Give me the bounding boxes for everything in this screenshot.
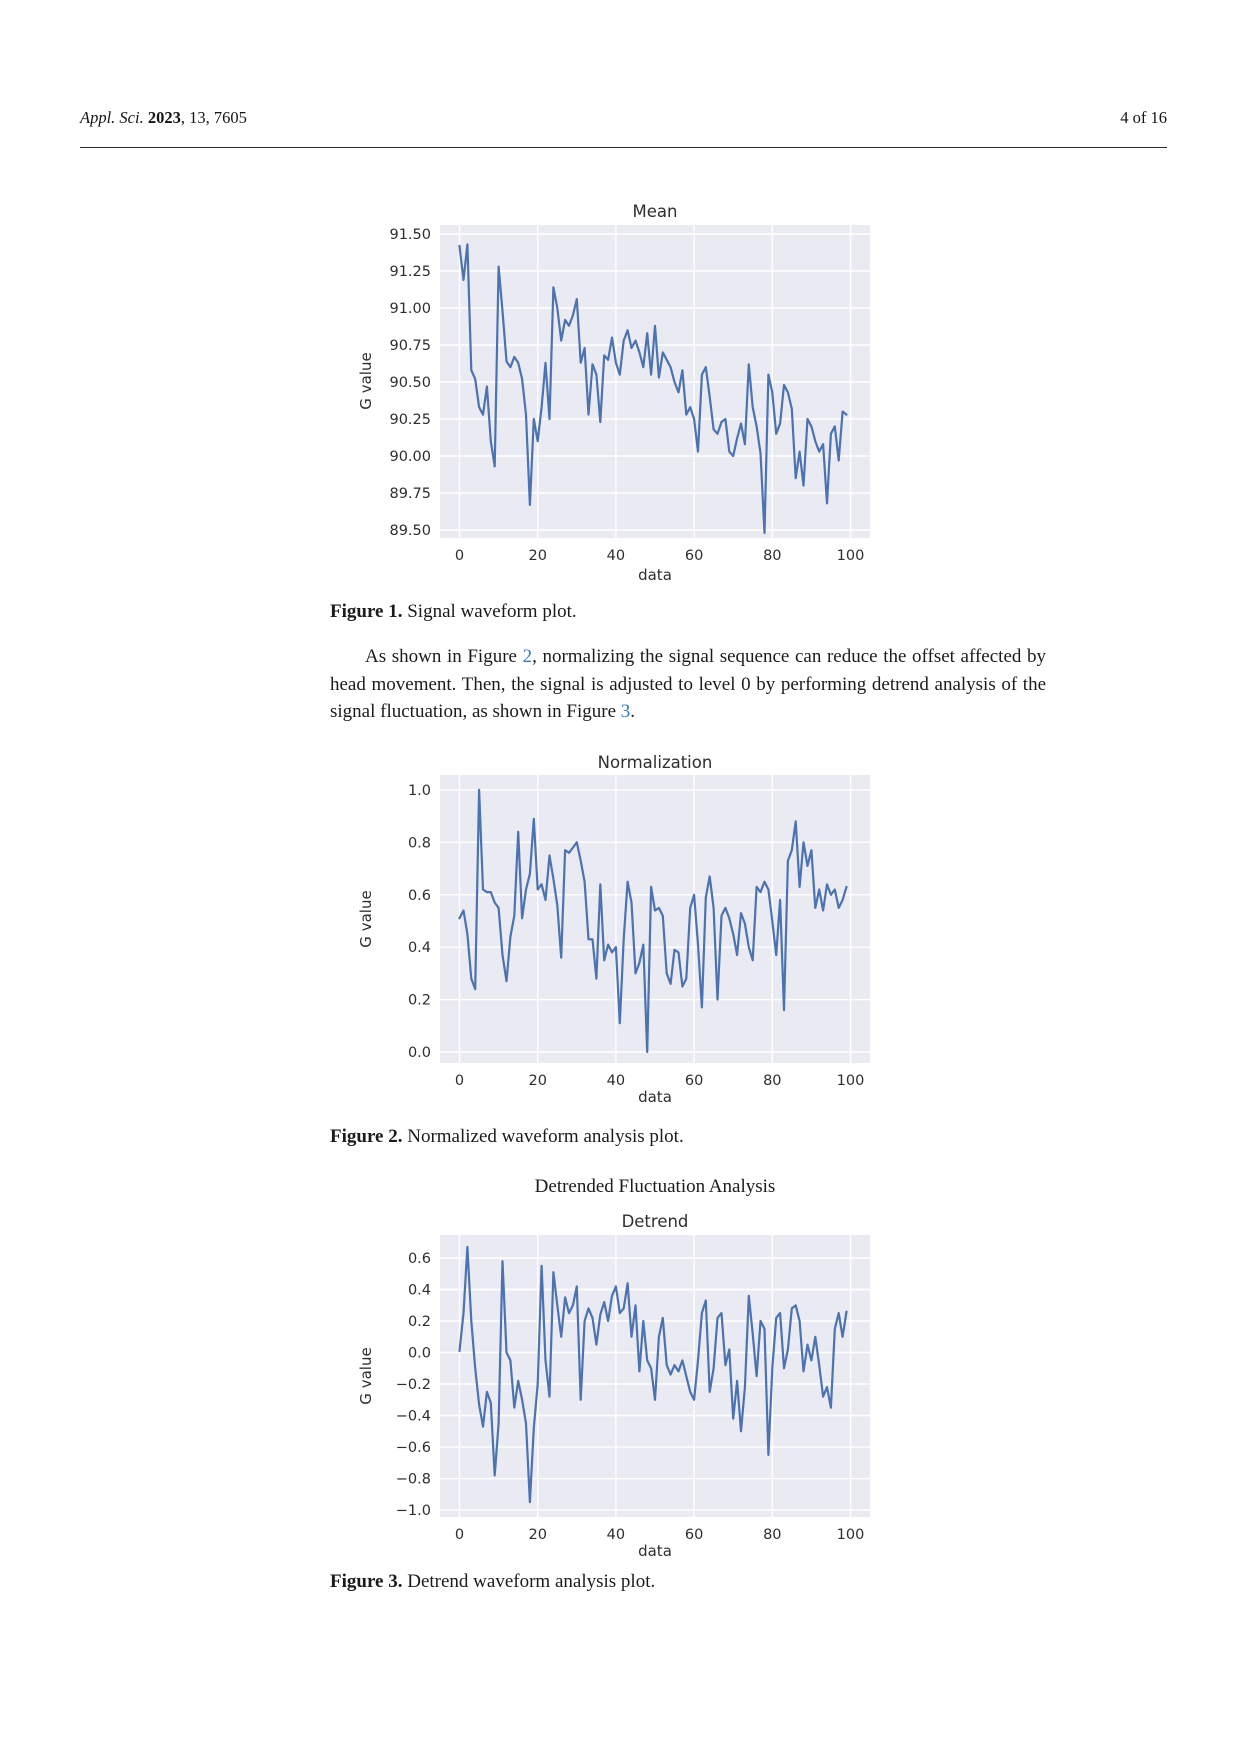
svg-text:80: 80 <box>763 1527 781 1543</box>
figure1-caption: Figure 1. Signal waveform plot. <box>330 601 577 623</box>
svg-text:40: 40 <box>607 1073 625 1089</box>
header-divider <box>80 147 1167 148</box>
page-number: 4 of 16 <box>1120 108 1167 127</box>
svg-text:91.25: 91.25 <box>389 264 431 280</box>
svg-text:0.4: 0.4 <box>408 940 431 956</box>
svg-text:0: 0 <box>455 1073 464 1089</box>
figure3-caption-label: Figure 3. <box>330 1571 403 1592</box>
paragraph-text: , normalizing the signal sequence can re… <box>330 646 1046 723</box>
journal-issue: , 13, 7605 <box>180 108 247 127</box>
figure1-chart-title: Mean <box>632 202 678 221</box>
figure2-y-axis-label: G value <box>357 890 375 948</box>
svg-text:0.0: 0.0 <box>408 1045 431 1061</box>
svg-text:0.2: 0.2 <box>408 1314 431 1330</box>
svg-text:0.4: 0.4 <box>408 1283 431 1299</box>
figure2-reference-link[interactable]: 2 <box>522 646 533 667</box>
svg-text:90.50: 90.50 <box>389 375 431 391</box>
figure2-caption-label: Figure 2. <box>330 1126 403 1147</box>
figure3-caption: Figure 3. Detrend waveform analysis plot… <box>330 1571 655 1593</box>
svg-text:−0.2: −0.2 <box>396 1377 431 1393</box>
svg-text:0.8: 0.8 <box>408 835 431 851</box>
svg-text:−1.0: −1.0 <box>396 1503 431 1519</box>
figure3-y-axis-label: G value <box>357 1347 375 1405</box>
svg-text:100: 100 <box>837 1073 865 1089</box>
svg-text:0.2: 0.2 <box>408 993 431 1009</box>
figure3-line-chart: 0.6 0.4 0.2 0.0 −0.2 −0.4 −0.6 −0.8 −1.0 0 20 40 60 8… <box>396 1235 870 1543</box>
svg-text:40: 40 <box>607 1527 625 1543</box>
figure3-caption-text: Detrend waveform analysis plot. <box>402 1571 656 1592</box>
svg-text:−0.6: −0.6 <box>396 1440 431 1456</box>
figure3-x-axis-label: data <box>638 1542 672 1560</box>
svg-text:20: 20 <box>528 1527 546 1543</box>
figure2-x-axis-label: data <box>638 1088 672 1106</box>
svg-text:40: 40 <box>607 548 625 564</box>
page-header: 4 of 16 Appl. Sci. 2023, 13, 7605 <box>80 108 1167 128</box>
svg-text:−0.4: −0.4 <box>396 1409 431 1425</box>
figure1-y-axis-label: G value <box>357 352 375 410</box>
svg-text:60: 60 <box>685 1073 703 1089</box>
svg-text:60: 60 <box>685 548 703 564</box>
figure2-caption: Figure 2. Normalized waveform analysis p… <box>330 1126 684 1148</box>
figure1-line-chart: 91.50 91.25 91.00 90.75 90.50 90.25 90.00 89.75… <box>389 225 870 564</box>
svg-text:89.75: 89.75 <box>389 486 431 502</box>
svg-text:60: 60 <box>685 1527 703 1543</box>
journal-title: Appl. Sci. <box>80 108 144 127</box>
svg-text:0.0: 0.0 <box>408 1346 431 1362</box>
figure2-line-chart: 1.0 0.8 0.6 0.4 0.2 0.0 0 20 40 60 80 100 <box>408 775 870 1089</box>
svg-text:0.6: 0.6 <box>408 1251 431 1267</box>
svg-text:100: 100 <box>837 548 865 564</box>
journal-reference: Appl. Sci. 2023, 13, 7605 <box>80 108 247 127</box>
svg-text:1.0: 1.0 <box>408 783 431 799</box>
paragraph-text: . <box>630 701 636 723</box>
svg-text:89.50: 89.50 <box>389 523 431 539</box>
svg-text:90.75: 90.75 <box>389 338 431 354</box>
figure3-reference-link[interactable]: 3 <box>620 701 631 723</box>
svg-text:0.6: 0.6 <box>408 888 431 904</box>
figure1-x-axis-label: data <box>638 566 672 584</box>
svg-text:0: 0 <box>455 1527 464 1543</box>
body-paragraph: As shown in Figure 2, normalizing the si… <box>330 643 1046 726</box>
paragraph-text: As shown in Figure <box>365 646 523 667</box>
svg-text:80: 80 <box>763 1073 781 1089</box>
svg-text:90.25: 90.25 <box>389 412 431 428</box>
svg-text:91.00: 91.00 <box>389 301 431 317</box>
figure3-chart-title: Detrend <box>621 1212 689 1231</box>
figure2-caption-text: Normalized waveform analysis plot. <box>402 1126 684 1147</box>
svg-text:−0.8: −0.8 <box>396 1472 431 1488</box>
figure2-chart-title: Normalization <box>597 753 713 772</box>
svg-text:20: 20 <box>528 548 546 564</box>
svg-text:80: 80 <box>763 548 781 564</box>
svg-text:20: 20 <box>528 1073 546 1089</box>
svg-text:91.50: 91.50 <box>389 227 431 243</box>
figure3-suptitle: Detrended Fluctuation Analysis <box>534 1176 776 1197</box>
figure1-caption-label: Figure 1. <box>330 601 403 622</box>
journal-year: 2023 <box>147 108 181 127</box>
svg-text:0: 0 <box>455 548 464 564</box>
figure1-caption-text: Signal waveform plot. <box>402 601 577 622</box>
svg-text:90.00: 90.00 <box>389 449 431 465</box>
svg-text:100: 100 <box>837 1527 865 1543</box>
